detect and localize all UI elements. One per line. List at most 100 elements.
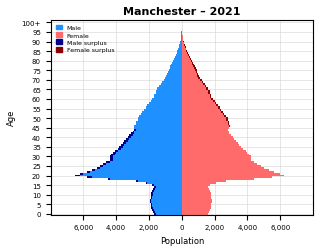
Bar — [229, 125, 230, 127]
Bar — [134, 127, 182, 129]
Bar — [213, 101, 215, 102]
Bar — [182, 47, 185, 49]
Bar — [182, 154, 249, 156]
Bar — [182, 83, 203, 85]
Bar — [182, 203, 211, 205]
Bar — [182, 202, 212, 203]
Bar — [187, 53, 188, 55]
Bar — [192, 62, 193, 64]
Bar — [170, 66, 182, 68]
Bar — [186, 49, 187, 51]
Bar — [113, 156, 182, 158]
Bar — [148, 104, 182, 106]
Bar — [159, 85, 182, 87]
Bar — [152, 203, 182, 205]
Bar — [182, 139, 234, 141]
Bar — [182, 129, 228, 131]
Bar — [183, 41, 184, 43]
Bar — [182, 53, 187, 55]
Bar — [156, 213, 182, 215]
Bar — [182, 93, 208, 95]
Bar — [80, 173, 84, 175]
Bar — [161, 83, 182, 85]
Bar — [153, 211, 155, 213]
Bar — [132, 135, 182, 137]
Bar — [182, 182, 216, 184]
Bar — [129, 135, 132, 137]
Bar — [223, 114, 224, 116]
Bar — [182, 89, 206, 91]
Bar — [206, 89, 208, 91]
Bar — [182, 91, 208, 93]
Bar — [182, 171, 274, 173]
Bar — [182, 133, 229, 135]
Bar — [181, 34, 182, 36]
Bar — [182, 152, 247, 154]
Bar — [151, 207, 153, 209]
Bar — [221, 112, 223, 114]
Bar — [84, 173, 182, 175]
Bar — [162, 81, 182, 83]
Bar — [181, 36, 182, 38]
Bar — [136, 121, 182, 123]
Bar — [100, 167, 182, 169]
Bar — [184, 45, 185, 47]
Bar — [191, 60, 193, 62]
Bar — [121, 144, 124, 146]
Bar — [111, 154, 115, 156]
Bar — [182, 85, 205, 87]
Bar — [123, 142, 126, 144]
Bar — [103, 165, 182, 167]
Bar — [210, 95, 211, 97]
Bar — [197, 76, 199, 78]
Bar — [154, 184, 182, 186]
Bar — [182, 177, 272, 179]
Bar — [182, 196, 211, 198]
Bar — [136, 123, 182, 125]
Bar — [113, 152, 116, 154]
Bar — [155, 211, 182, 213]
Bar — [156, 186, 182, 188]
Bar — [151, 202, 182, 203]
Bar — [203, 83, 205, 85]
Bar — [182, 57, 189, 58]
Bar — [195, 70, 196, 72]
Bar — [182, 40, 183, 41]
Bar — [142, 112, 182, 114]
Bar — [194, 68, 196, 70]
Bar — [153, 207, 182, 209]
Bar — [146, 182, 148, 184]
Bar — [134, 129, 136, 131]
Bar — [182, 167, 264, 169]
Bar — [113, 158, 182, 160]
Bar — [182, 112, 221, 114]
Bar — [167, 74, 182, 76]
Bar — [154, 213, 156, 215]
Bar — [210, 97, 211, 99]
Bar — [182, 194, 211, 196]
Bar — [157, 89, 182, 91]
Bar — [182, 162, 254, 164]
Bar — [180, 40, 182, 41]
Bar — [200, 80, 202, 81]
Bar — [131, 133, 134, 135]
Bar — [182, 169, 269, 171]
Bar — [139, 116, 182, 118]
Bar — [224, 116, 226, 118]
Bar — [182, 36, 183, 38]
Bar — [182, 101, 213, 102]
Bar — [110, 156, 113, 158]
Bar — [110, 162, 182, 164]
Bar — [87, 171, 90, 173]
Bar — [156, 93, 182, 95]
Bar — [106, 164, 182, 165]
Bar — [151, 200, 182, 202]
Bar — [116, 152, 182, 154]
Bar — [75, 175, 80, 177]
Bar — [146, 106, 182, 108]
Bar — [97, 167, 100, 169]
Bar — [182, 95, 210, 97]
Bar — [188, 55, 189, 57]
Bar — [148, 182, 182, 184]
Bar — [182, 114, 223, 116]
